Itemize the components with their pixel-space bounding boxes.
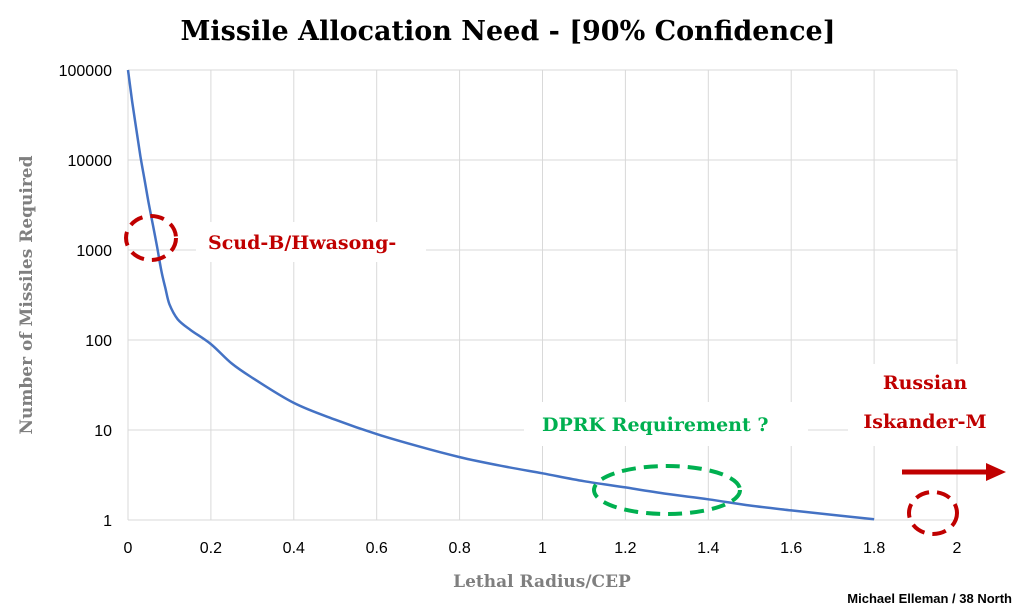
- dprk-marker-ellipse: [592, 464, 742, 516]
- x-tick-label: 1: [538, 540, 547, 557]
- x-tick-label: 2: [953, 540, 962, 557]
- x-tick-label: 0.4: [283, 540, 305, 557]
- y-tick-label: 10000: [68, 153, 113, 170]
- y-tick-label: 100: [85, 333, 112, 350]
- series-line: [126, 69, 875, 521]
- dprk-label: DPRK Requirement ?: [542, 414, 769, 436]
- y-tick-label: 1000: [76, 243, 112, 260]
- y-axis-label: Number of Missiles Required: [17, 155, 37, 434]
- x-tick-label: 0.8: [448, 540, 470, 557]
- iskander-label-line1: Russian: [883, 372, 968, 394]
- x-tick-label: 0.2: [200, 540, 222, 557]
- y-axis-ticks: 1 10 100 1000 10000 100000: [59, 63, 112, 530]
- scud-label-bg: [196, 222, 426, 262]
- grid-lines: [127, 69, 958, 521]
- scud-label: Scud-B/Hwasong-: [208, 232, 396, 254]
- x-axis-label: Lethal Radius/CEP: [453, 572, 631, 592]
- x-tick-label: 0.6: [366, 540, 388, 557]
- x-tick-label: 1.2: [614, 540, 636, 557]
- x-tick-label: 0: [124, 540, 133, 557]
- x-tick-label: 1.8: [863, 540, 885, 557]
- iskander-marker-ellipse: [907, 490, 959, 536]
- iskander-arrow: [902, 463, 1006, 481]
- y-tick-label: 10: [94, 423, 112, 440]
- credit-text: Michael Elleman / 38 North: [847, 591, 1012, 606]
- iskander-label-line2: Iskander-M: [863, 411, 986, 433]
- y-tick-label: 1: [103, 513, 112, 530]
- y-tick-label: 100000: [59, 63, 112, 80]
- dprk-label-bg: [524, 402, 808, 446]
- iskander-label-bg: [848, 364, 1002, 446]
- x-axis-ticks: 0 0.2 0.4 0.6 0.8 1 1.2 1.4 1.6 1.8 2: [124, 540, 962, 557]
- scud-marker-ellipse: [124, 214, 178, 262]
- chart-title: Missile Allocation Need - [90% Confidenc…: [181, 16, 836, 47]
- x-tick-label: 1.4: [697, 540, 719, 557]
- x-tick-label: 1.6: [780, 540, 802, 557]
